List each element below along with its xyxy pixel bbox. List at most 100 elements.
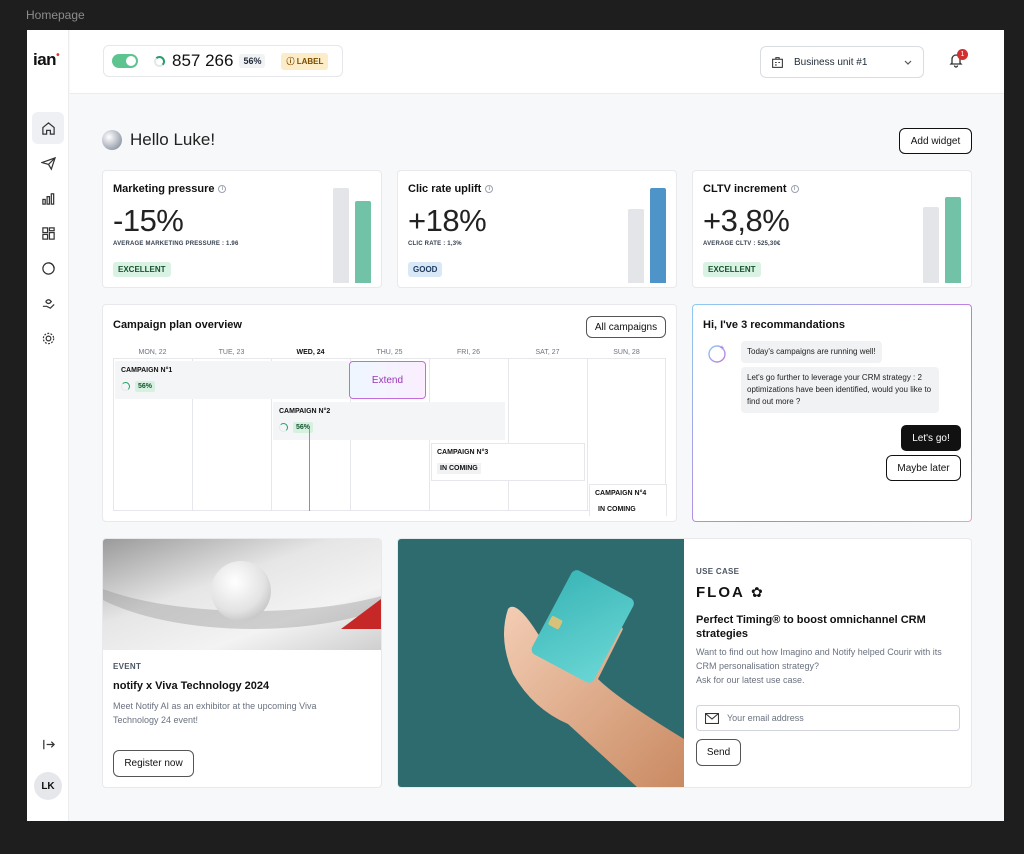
recommendations-card: Hi, I've 3 recommandations Today's campa…	[692, 304, 972, 522]
nav-recommendations[interactable]	[32, 287, 64, 319]
user-avatar[interactable]: LK	[34, 772, 62, 800]
event-image	[103, 539, 381, 650]
kpi-bar-previous	[333, 188, 349, 283]
chevron-down-icon	[904, 60, 912, 65]
use-case-title: Perfect Timing® to boost omnichannel CRM…	[696, 614, 926, 640]
layout-icon	[41, 226, 55, 240]
day-header: SUN, 28	[613, 349, 640, 356]
target-icon	[41, 261, 55, 275]
info-icon[interactable]: i	[790, 185, 799, 193]
image-sphere	[211, 561, 271, 621]
app-window: ian• LK 857 266	[27, 30, 1004, 821]
nav-audience[interactable]	[32, 252, 64, 284]
campaign-bar-1[interactable]: CAMPAIGN N°1 56%	[115, 361, 349, 399]
kpi-value: +18%	[408, 203, 487, 238]
kpi-subtitle: AVERAGE MARKETING PRESSURE : 1.96	[113, 241, 239, 247]
assistant-message-1: Today's campaigns are running well!	[741, 341, 882, 363]
campaign-bar-4[interactable]: CAMPAIGN N°4 IN COMING	[589, 484, 667, 516]
image-red-accent	[341, 599, 381, 629]
nav-home[interactable]	[32, 112, 64, 144]
campaign-name: CAMPAIGN N°2	[279, 408, 331, 415]
assistant-message-2: Let's go further to leverage your CRM st…	[741, 367, 939, 413]
use-case-image	[398, 539, 684, 787]
campaign-status: IN COMING	[595, 504, 639, 515]
calendar-grid	[113, 358, 666, 511]
lets-go-button[interactable]: Let's go!	[901, 425, 961, 451]
nav-settings[interactable]	[32, 322, 64, 354]
day-header: TUE, 23	[218, 349, 245, 356]
campaign-progress: 56%	[135, 381, 156, 392]
campaign-bar-3[interactable]: CAMPAIGN N°3 IN COMING	[431, 443, 585, 481]
day-header: SAT, 27	[535, 349, 560, 356]
greeting: Hello Luke!	[102, 130, 215, 150]
home-icon	[41, 121, 55, 135]
floa-logo: FLOA	[696, 584, 745, 601]
kpi-subtitle: AVERAGE CLTV : 525,30€	[703, 241, 781, 247]
sidebar: ian• LK	[27, 30, 69, 821]
business-unit-value: Business unit #1	[794, 56, 868, 68]
email-placeholder: Your email address	[727, 713, 804, 723]
day-header: MON, 22	[138, 349, 167, 356]
kpi-bar-previous	[628, 209, 644, 283]
kpi-bar-current	[650, 188, 666, 283]
day-header: THU, 25	[376, 349, 403, 356]
send-button[interactable]: Send	[696, 739, 741, 766]
add-widget-button[interactable]: Add widget	[899, 128, 972, 154]
campaign-name: CAMPAIGN N°3	[437, 449, 489, 456]
info-icon: ⓘ	[286, 56, 297, 66]
flower-logo-icon: ✿	[751, 584, 763, 600]
info-icon[interactable]: i	[485, 185, 494, 193]
campaign-name: CAMPAIGN N°4	[595, 490, 647, 497]
play-toggle[interactable]	[112, 54, 138, 68]
use-case-eyebrow: USE CASE	[696, 567, 740, 576]
kpi-card-cltv: CLTV increment i +3,8% AVERAGE CLTV : 525…	[692, 170, 972, 288]
use-case-cta-text: Ask for our latest use case.	[696, 675, 805, 685]
business-unit-select[interactable]: Business unit #1	[760, 46, 924, 78]
collapse-sidebar-button[interactable]	[32, 728, 64, 760]
app-logo[interactable]: ian•	[33, 50, 60, 69]
gear-icon	[42, 332, 54, 344]
nav-widgets[interactable]	[32, 217, 64, 249]
extend-campaign-button[interactable]: Extend	[349, 361, 426, 399]
kpi-bar-previous	[923, 207, 939, 283]
campaign-status: IN COMING	[437, 463, 481, 474]
campaign-name: CAMPAIGN N°1	[121, 367, 173, 374]
campaign-plan-title: Campaign plan overview	[113, 319, 242, 331]
progress-ring-icon	[121, 382, 130, 391]
email-field[interactable]: Your email address	[696, 705, 960, 731]
info-icon[interactable]: i	[218, 185, 227, 193]
all-campaigns-button[interactable]: All campaigns	[586, 316, 666, 338]
maybe-later-button[interactable]: Maybe later	[886, 455, 961, 481]
use-case-card: USE CASE FLOA ✿ Perfect Timing® to boost…	[397, 538, 972, 788]
day-header-today: WED, 24	[296, 349, 325, 356]
kpi-title: Marketing pressure i	[113, 183, 227, 195]
kpi-card-marketing-pressure: Marketing pressure i -15% AVERAGE MARKETI…	[102, 170, 382, 288]
nav-campaigns[interactable]	[32, 147, 64, 179]
assistant-orb-icon	[102, 130, 122, 150]
audience-counter: 857 266	[172, 51, 234, 70]
greeting-text: Hello Luke!	[130, 130, 216, 149]
status-summary[interactable]: 857 266 56% ⓘ LABEL	[103, 45, 343, 77]
today-marker	[309, 429, 310, 511]
kpi-title: Clic rate uplift i	[408, 183, 494, 195]
nav-analytics[interactable]	[32, 182, 64, 214]
counter-percent: 56%	[239, 54, 266, 68]
top-bar: 857 266 56% ⓘ LABEL Business unit #1 1	[70, 30, 1004, 94]
campaign-bar-2[interactable]: CAMPAIGN N°2 56%	[273, 402, 505, 440]
campaign-progress: 56%	[293, 422, 314, 433]
event-card: EVENT notify x Viva Technology 2024 Meet…	[102, 538, 382, 788]
label-chip: ⓘ LABEL	[281, 52, 329, 70]
event-description: Meet Notify AI as an exhibitor at the up…	[113, 701, 317, 725]
kpi-subtitle: CLIC RATE : 1,3%	[408, 241, 462, 247]
kpi-bar-current	[945, 197, 961, 283]
kpi-value: -15%	[113, 203, 184, 238]
recommendations-title: Hi, I've 3 recommandations	[703, 319, 845, 331]
progress-ring-icon	[154, 55, 165, 67]
mail-icon	[705, 712, 719, 724]
grid-divider	[271, 359, 272, 511]
hand-holding-card-illustration	[504, 570, 684, 787]
register-now-button[interactable]: Register now	[113, 750, 194, 777]
kpi-status-badge: EXCELLENT	[113, 262, 171, 277]
kpi-status-badge: GOOD	[408, 262, 443, 277]
day-header: FRI, 26	[457, 349, 480, 356]
